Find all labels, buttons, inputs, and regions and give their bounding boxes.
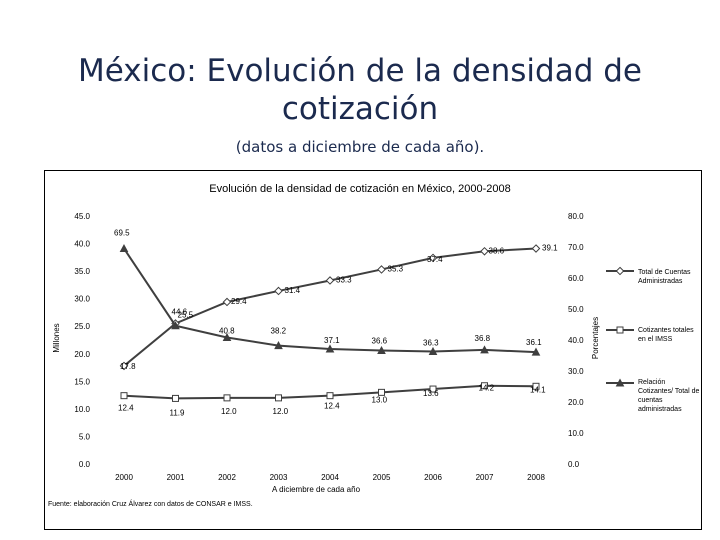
marker-triangle [428,346,438,355]
marker-square [326,392,334,400]
y-right-tick-label: 30.0 [568,367,584,376]
y-left-tick-label: 15.0 [74,377,90,386]
marker-triangle [377,345,386,355]
y-right-tick-label: 80.0 [568,212,584,221]
marker-square [120,392,128,400]
marker-square [172,394,179,402]
y-right-tick-label: 60.0 [568,274,584,283]
marker-triangle [480,345,489,354]
data-label: 25.5 [178,310,194,319]
marker-diamond [428,253,438,263]
source-note: Fuente: elaboración Cruz Álvarez con dat… [48,501,253,508]
data-label: 36.3 [423,338,439,347]
data-label: 14.1 [530,385,546,394]
x-tick-label: 2003 [270,473,288,482]
data-label: 17.8 [120,362,136,371]
x-axis-title: A diciembre de cada año [272,485,361,494]
legend-label-cotizantes-imss: Cotizantes totales en el IMSS [638,327,694,343]
marker-square [378,388,385,396]
y-left-tick-label: 25.0 [74,322,90,331]
data-label: 69.5 [114,229,130,238]
y-right-tick-label: 20.0 [568,398,584,407]
y-right-tick-label: 70.0 [568,243,584,252]
y-right-tick-label: 40.0 [568,336,584,345]
data-label: 13.0 [372,395,388,404]
data-label: 36.8 [475,334,491,343]
data-label: 14.2 [479,384,495,393]
data-label: 37.1 [324,336,340,345]
data-label: 13.6 [423,389,439,398]
marker-diamond [222,297,232,307]
y-right-axis-title: Porcentajes [591,317,600,359]
marker-triangle [119,243,129,253]
marker-triangle [274,341,283,350]
data-label: 11.9 [170,408,186,417]
chart-title: Evolución de la densidad de cotización e… [209,183,511,195]
marker-square [275,394,282,402]
data-label: 36.6 [372,337,388,346]
data-label: 31.4 [285,286,301,295]
marker-diamond [480,246,489,256]
slide-title: México: Evolución de la densidad de coti… [77,53,642,127]
data-label: 12.4 [324,402,340,411]
y-left-tick-label: 0.0 [79,460,91,469]
y-left-tick-label: 5.0 [79,432,91,441]
data-label: 38.2 [271,327,287,336]
marker-diamond [119,361,129,371]
x-tick-label: 2004 [321,473,339,482]
x-tick-label: 2000 [115,473,133,482]
y-left-tick-label: 35.0 [74,267,90,276]
y-right-tick-label: 50.0 [568,305,584,314]
marker-square [532,382,540,390]
data-label: 36.1 [526,338,542,347]
marker-triangle [615,378,625,387]
x-tick-label: 2005 [373,473,391,482]
y-left-tick-label: 20.0 [74,350,90,359]
marker-diamond [274,286,283,296]
data-label: 33.3 [336,275,352,284]
marker-triangle [171,321,180,330]
data-label: 40.8 [219,327,235,336]
x-tick-label: 2007 [476,473,494,482]
x-tick-label: 2008 [527,473,545,482]
data-label: 12.4 [118,404,134,413]
data-label: 35.3 [388,264,404,273]
marker-square [616,326,624,334]
y-left-axis-title: Millones [52,323,61,352]
y-left-tick-label: 30.0 [74,295,90,304]
slide-subtitle: (datos a diciembre de cada año). [235,138,485,156]
data-label: 39.1 [542,244,558,253]
marker-triangle [531,347,541,356]
data-label: 12.0 [273,407,289,416]
marker-diamond [377,265,386,274]
data-label: 12.0 [221,407,237,416]
marker-diamond [615,266,625,276]
x-tick-label: 2001 [167,473,185,482]
marker-square [481,382,488,390]
y-left-tick-label: 45.0 [74,212,90,221]
x-tick-label: 2006 [424,473,442,482]
marker-diamond [325,276,335,285]
marker-square [429,385,437,393]
y-left-tick-label: 40.0 [74,240,90,249]
data-label: 38.6 [489,246,505,255]
data-label: 37.4 [427,255,443,264]
legend-label-total-cuentas: Total de Cuentas Administradas [638,269,691,285]
marker-triangle [222,332,232,342]
y-right-tick-label: 0.0 [568,460,580,469]
x-tick-label: 2002 [218,473,236,482]
y-right-tick-label: 10.0 [568,429,584,438]
marker-diamond [531,244,541,253]
marker-square [223,394,231,402]
data-label: 29.4 [231,297,247,306]
data-label: 44.6 [172,308,188,317]
y-left-tick-label: 10.0 [74,405,90,414]
marker-triangle [325,344,335,353]
legend-label-relacion: Relación Cotizantes/ Total de cuentas ad… [638,379,700,413]
